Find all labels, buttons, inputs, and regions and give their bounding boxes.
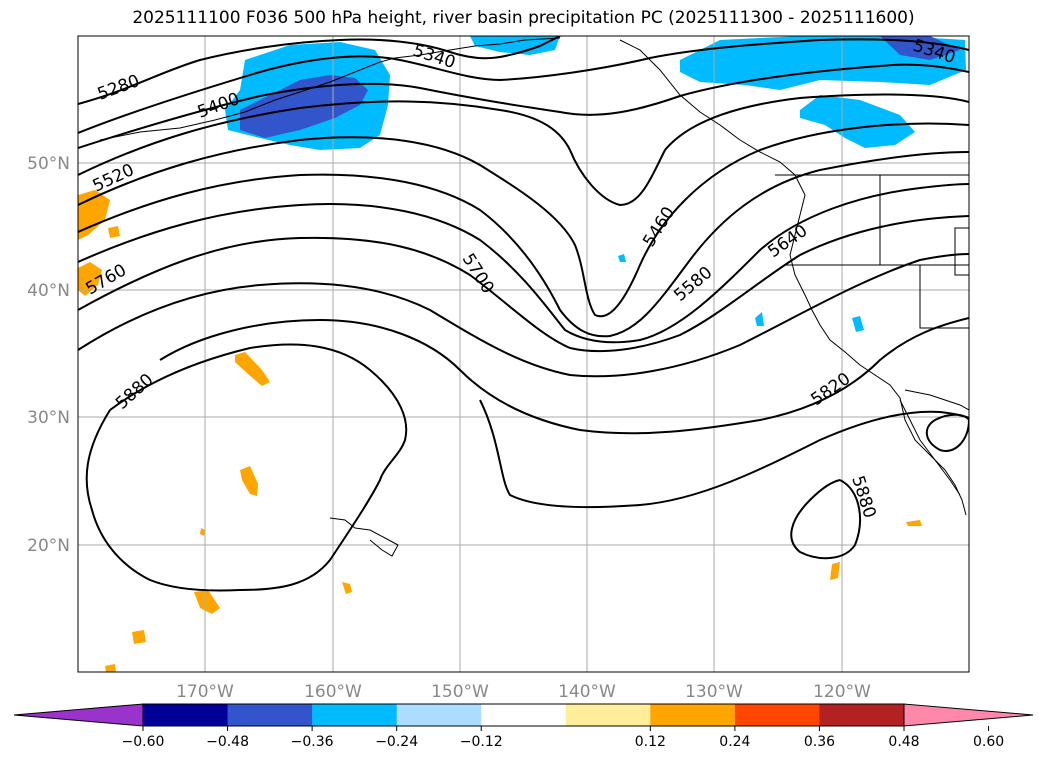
- baja-coast: [899, 399, 961, 496]
- colorbar-box: [481, 704, 567, 726]
- positive-precip-west-2: [78, 262, 102, 296]
- hawaii: [329, 517, 399, 557]
- colorbar-box: [565, 704, 651, 726]
- lon-label: 170°W: [176, 682, 234, 700]
- negative-precip-small-3: [852, 316, 864, 332]
- contour-5880-east: [790, 479, 861, 560]
- map-frame: [77, 35, 970, 673]
- negative-precip-interior: [800, 95, 915, 148]
- colorbar-tick-label: −0.36: [291, 734, 334, 750]
- map-panel: 5280 5340 5340 5400 5460 5520 5580 5640 …: [27, 35, 970, 700]
- colorbar-tick-label: 0.24: [719, 734, 750, 750]
- height-contours: [78, 36, 969, 592]
- lat-label: 40°N: [27, 281, 70, 301]
- contour-5820: [159, 317, 969, 435]
- negative-precip-top-center: [470, 36, 560, 55]
- positive-precip-mid-1: [235, 352, 270, 386]
- alaska-coast: [99, 37, 561, 141]
- positive-precip-west-3: [108, 226, 120, 238]
- contour-5880-se: [925, 413, 969, 452]
- lon-label: 120°W: [813, 682, 871, 700]
- contour-5280: [78, 36, 561, 105]
- contour-5340: [78, 38, 969, 134]
- precip-shading: [78, 36, 966, 672]
- contour-5580: [78, 151, 969, 338]
- positive-precip-hi-2: [200, 528, 205, 536]
- colorbar-box: [312, 704, 398, 726]
- contour-5880-north: [85, 343, 408, 592]
- contour-5460: [78, 93, 969, 207]
- lon-label: 160°W: [304, 682, 362, 700]
- contour-5520: [78, 122, 969, 318]
- lat-label: 50°N: [27, 154, 70, 174]
- colorbar-tick-label: −0.60: [122, 734, 165, 750]
- positive-precip-sw-2: [132, 630, 146, 644]
- positive-precip-hi-1: [342, 582, 352, 594]
- colorbar-extend-low: [13, 703, 144, 727]
- negative-precip-small-2: [755, 312, 764, 326]
- colorbar-box: [227, 704, 313, 726]
- positive-precip-se-1: [830, 562, 840, 580]
- colorbar-box: [819, 704, 905, 726]
- contour-5700: [78, 215, 969, 353]
- negative-precip-bc-strong: [880, 36, 960, 60]
- positive-precip-sw-1: [194, 590, 220, 614]
- colorbar-ticks: −0.60 −0.48 −0.36 −0.24 −0.12 0.12 0.24 0.36 0.4…: [122, 726, 1004, 750]
- colorbar-tick-label: −0.48: [206, 734, 249, 750]
- colorbar-box: [396, 704, 482, 726]
- positive-precip-se-2: [906, 520, 922, 526]
- mexico-border: [904, 389, 969, 411]
- negative-precip-gulf-alaska-strong: [240, 75, 368, 138]
- lon-label: 140°W: [558, 682, 616, 700]
- coastlines: [99, 37, 969, 557]
- colorbar-box: [650, 704, 736, 726]
- contour-5400: [78, 63, 969, 149]
- state-border-4: [954, 227, 969, 276]
- state-border-3: [919, 265, 969, 329]
- bc-coast: [619, 39, 967, 516]
- contour-5640: [78, 183, 969, 344]
- colorbar-box: [734, 704, 820, 726]
- colorbar-extend-high: [903, 703, 1034, 727]
- contour-5760: [78, 253, 969, 378]
- colorbar-tick-label: 0.60: [973, 734, 1004, 750]
- lon-label: 130°W: [685, 682, 743, 700]
- colorbar-tick-label: 0.48: [888, 734, 919, 750]
- lat-label: 30°N: [27, 408, 70, 428]
- colorbar-tick-label: 0.12: [635, 734, 666, 750]
- positive-precip-mid-2: [240, 466, 258, 496]
- chart-title: 2025111100 F036 500 hPa height, river ba…: [132, 8, 915, 28]
- lat-label: 20°N: [27, 536, 70, 556]
- colorbar-boxes: [13, 703, 1034, 727]
- colorbar-tick-label: −0.12: [460, 734, 503, 750]
- lon-label: 150°W: [431, 682, 489, 700]
- colorbar-tick-label: 0.36: [804, 734, 835, 750]
- colorbar-box: [143, 704, 229, 726]
- colorbar-tick-label: −0.24: [375, 734, 418, 750]
- colorbar-frame: [142, 703, 905, 727]
- negative-precip-small-1: [618, 254, 626, 262]
- positive-precip-sw-3: [105, 664, 116, 672]
- contour-5880-south: [479, 399, 969, 509]
